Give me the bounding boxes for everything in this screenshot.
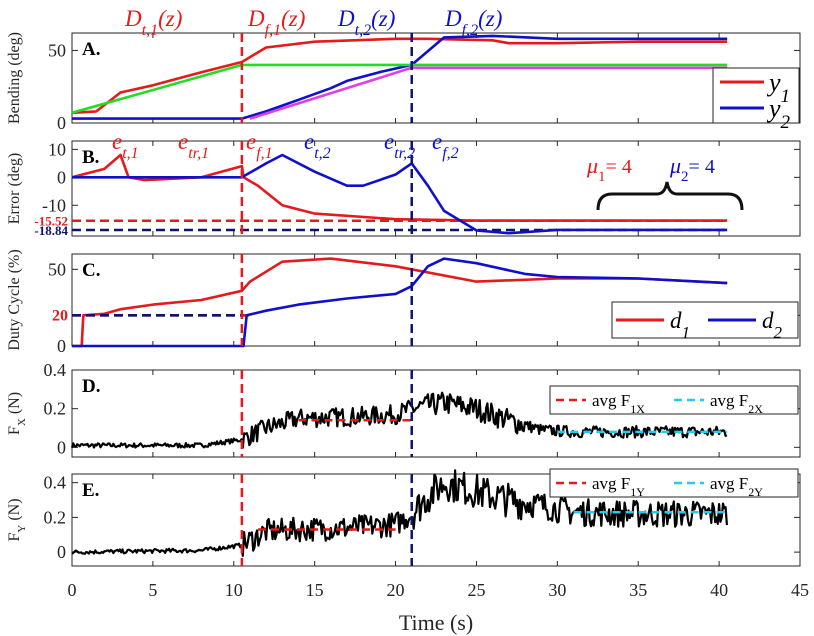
panel-1-ylabel: Bending (deg) xyxy=(6,32,23,124)
panel-b-anno-1: et,1 xyxy=(112,129,139,162)
x-tick-label: 30 xyxy=(548,580,566,600)
panel-3-ref-label: 20 xyxy=(52,307,68,324)
y-tick-label: 0 xyxy=(57,437,66,457)
panel-4-series-1 xyxy=(70,391,728,449)
top-label-3: Dt,2(z) xyxy=(337,6,395,39)
panel-b-anno-4: et,2 xyxy=(304,129,331,162)
top-label-4: Df,2(z) xyxy=(444,6,502,39)
x-tick-label: 45 xyxy=(791,580,809,600)
y-tick-label: 0.2 xyxy=(44,507,67,527)
legend-e-label-1: avg F1Y xyxy=(592,474,645,499)
legend-a-label-1: y1 xyxy=(766,68,790,107)
panel-b-anno-2: etr,1 xyxy=(178,129,209,162)
top-label-2: Df,1(z) xyxy=(247,6,305,39)
mu-label-2: μ2= 4 xyxy=(669,153,715,185)
y-tick-label: 0 xyxy=(57,113,66,133)
legend-a-label-2: y2 xyxy=(766,94,791,133)
panel-4-frame xyxy=(71,369,801,458)
panel-5-letter: E. xyxy=(82,480,99,501)
panel-2-ref-label: -15.52 xyxy=(34,214,68,229)
panel-1-series-1 xyxy=(71,37,728,115)
y-tick-label: 50 xyxy=(48,40,66,60)
y-tick-label: 0.4 xyxy=(44,360,67,380)
panel-4-ylabel: FX (N) xyxy=(6,392,28,435)
legend-a-box xyxy=(712,67,800,124)
legend-d-label-1: avg F1X xyxy=(592,391,645,416)
y-tick-label: -10 xyxy=(42,195,66,215)
x-tick-label: 40 xyxy=(710,580,728,600)
mu-brace xyxy=(596,181,744,211)
x-tick-label: 10 xyxy=(225,580,243,600)
panel-2-ylabel: Error (deg) xyxy=(6,153,23,225)
x-tick-label: 25 xyxy=(467,580,485,600)
legend-d-label-2: avg F2X xyxy=(710,391,763,416)
x-tick-label: 0 xyxy=(68,580,77,600)
mu-label-1: μ1= 4 xyxy=(586,153,632,185)
panel-1-letter: A. xyxy=(82,39,100,60)
panel-3-letter: C. xyxy=(82,260,100,281)
x-tick-label: 15 xyxy=(306,580,324,600)
panel-5-series-1 xyxy=(71,469,728,557)
panel-b-anno-6: ef,2 xyxy=(432,129,459,162)
panel-5-frame xyxy=(71,473,801,567)
legend-c-label-2: d2 xyxy=(762,308,783,342)
panel-3-ylabel: Duty Cycle (%) xyxy=(6,249,23,350)
y-tick-label: 50 xyxy=(48,259,66,279)
x-tick-label: 35 xyxy=(629,580,647,600)
panel-2-ref-label: -18.84 xyxy=(34,223,68,238)
y-tick-label: 0.2 xyxy=(44,399,67,419)
lines-layer xyxy=(70,33,728,566)
top-label-1: Dt,1(z) xyxy=(124,6,182,39)
y-tick-label: 0.4 xyxy=(44,473,67,493)
legend-e-label-2: avg F2Y xyxy=(710,474,763,499)
panel-4-letter: D. xyxy=(82,376,100,397)
y-tick-label: 0 xyxy=(57,542,66,562)
x-tick-label: 20 xyxy=(387,580,405,600)
panel-2-frame xyxy=(71,140,801,237)
panel-2-letter: B. xyxy=(82,147,99,168)
y-tick-label: 0 xyxy=(57,336,66,356)
legend-c-label-1: d1 xyxy=(670,308,690,342)
x-tick-label: 5 xyxy=(148,580,157,600)
panel-5-ylabel: FY (N) xyxy=(6,498,28,541)
y-tick-label: 10 xyxy=(48,139,66,159)
legend-c-box xyxy=(611,301,799,339)
x-axis-label: Time (s) xyxy=(399,610,473,635)
panel-b-anno-3: ef,1 xyxy=(246,129,273,162)
panel-1-series-4 xyxy=(249,66,728,120)
panel-b-anno-5: etr,2 xyxy=(384,129,415,162)
panel-1-frame xyxy=(71,32,801,124)
panel-2-series-2 xyxy=(72,153,728,235)
y-tick-label: 0 xyxy=(57,167,66,187)
panel-1-series-2 xyxy=(72,34,728,120)
panel-3-frame xyxy=(71,253,801,347)
